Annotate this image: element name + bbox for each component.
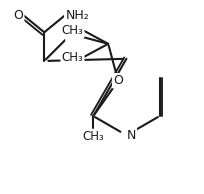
Text: O: O xyxy=(13,9,23,22)
Text: O: O xyxy=(66,27,76,40)
Text: CH₃: CH₃ xyxy=(82,130,104,143)
Text: CH₃: CH₃ xyxy=(62,51,83,64)
Text: N: N xyxy=(126,129,136,142)
Text: O: O xyxy=(113,74,123,87)
Text: CH₃: CH₃ xyxy=(62,24,83,37)
Text: NH₂: NH₂ xyxy=(65,9,89,22)
